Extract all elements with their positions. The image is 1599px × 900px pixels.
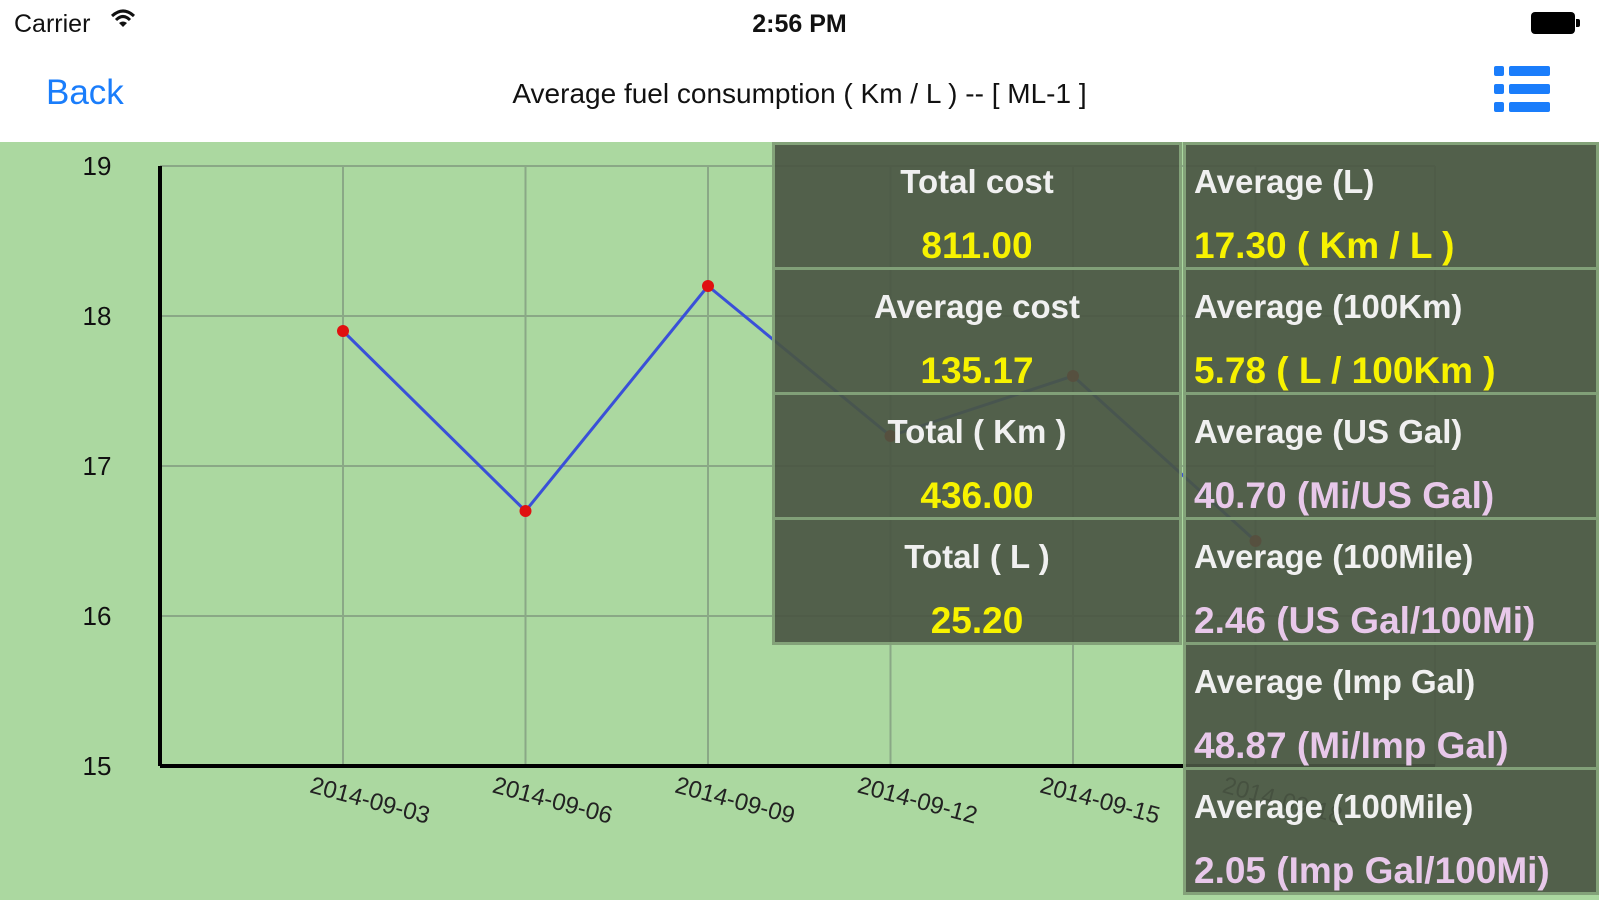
status-bar: Carrier 2:56 PM: [0, 0, 1599, 50]
x-tick-label: 2014-09-03: [307, 772, 433, 830]
back-button[interactable]: Back: [46, 73, 124, 112]
y-tick-label: 15: [83, 751, 112, 781]
average-us-gal-cell: Average (US Gal) 40.70 (Mi/US Gal): [1183, 392, 1599, 520]
average-100km-value: 5.78 ( L / 100Km ): [1194, 350, 1496, 391]
average-100km-label: Average (100Km): [1194, 288, 1463, 325]
average-100mile-us-cell: Average (100Mile) 2.46 (US Gal/100Mi): [1183, 517, 1599, 645]
average-100mile-imp-label: Average (100Mile): [1194, 788, 1474, 825]
average-imp-gal-label: Average (Imp Gal): [1194, 663, 1476, 700]
average-cost-label: Average cost: [873, 288, 1081, 325]
status-time: 2:56 PM: [752, 10, 847, 38]
navigation-bar: Back Average fuel consumption ( Km / L )…: [0, 50, 1599, 142]
total-liters-label: Total ( L ): [904, 538, 1050, 575]
average-imp-gal-cell: Average (Imp Gal) 48.87 (Mi/Imp Gal): [1183, 642, 1599, 770]
average-us-gal-label: Average (US Gal): [1194, 413, 1463, 450]
total-cost-value: 811.00: [921, 225, 1033, 266]
average-100mile-us-label: Average (100Mile): [1194, 538, 1474, 575]
total-cost-label: Total cost: [900, 163, 1054, 200]
average-100mile-us-value: 2.46 (US Gal/100Mi): [1194, 600, 1536, 641]
y-tick-label: 16: [83, 601, 112, 631]
battery-icon: [1531, 12, 1580, 34]
y-tick-label: 17: [83, 451, 112, 481]
total-liters-value: 25.20: [930, 600, 1024, 641]
average-us-gal-value: 40.70 (Mi/US Gal): [1194, 475, 1495, 516]
total-km-cell: Total ( Km ) 436.00: [772, 392, 1182, 520]
average-cost-value: 135.17: [920, 350, 1034, 391]
data-point: [337, 325, 349, 337]
carrier-label: Carrier: [14, 10, 91, 38]
average-l-label: Average (L): [1194, 163, 1375, 200]
summary-panel: Total cost 811.00 Average cost 135.17 To…: [772, 142, 1599, 900]
average-imp-gal-value: 48.87 (Mi/Imp Gal): [1194, 725, 1509, 766]
total-km-value: 436.00: [920, 475, 1034, 516]
x-tick-label: 2014-09-06: [490, 772, 616, 830]
wifi-icon: [110, 8, 136, 35]
data-point: [519, 505, 532, 517]
average-100km-cell: Average (100Km) 5.78 ( L / 100Km ): [1183, 267, 1599, 395]
total-km-label: Total ( Km ): [887, 413, 1067, 450]
average-cost-cell: Average cost 135.17: [772, 267, 1182, 395]
average-l-cell: Average (L) 17.30 ( Km / L ): [1183, 142, 1599, 270]
list-icon[interactable]: [1492, 62, 1554, 116]
chart-area: 15 16 17 18 19 2014-09-03 2014-09-06 2014-09-09…: [0, 142, 1599, 900]
average-100mile-imp-value: 2.05 (Imp Gal/100Mi): [1194, 850, 1550, 891]
average-l-value: 17.30 ( Km / L ): [1194, 225, 1455, 266]
y-tick-label: 18: [83, 301, 112, 331]
total-liters-cell: Total ( L ) 25.20: [772, 517, 1182, 645]
data-point: [702, 280, 714, 292]
total-cost-cell: Total cost 811.00: [772, 142, 1182, 270]
average-100mile-imp-cell: Average (100Mile) 2.05 (Imp Gal/100Mi): [1183, 767, 1599, 895]
y-tick-label: 19: [83, 151, 112, 181]
page-title: Average fuel consumption ( Km / L ) -- […: [512, 78, 1087, 109]
